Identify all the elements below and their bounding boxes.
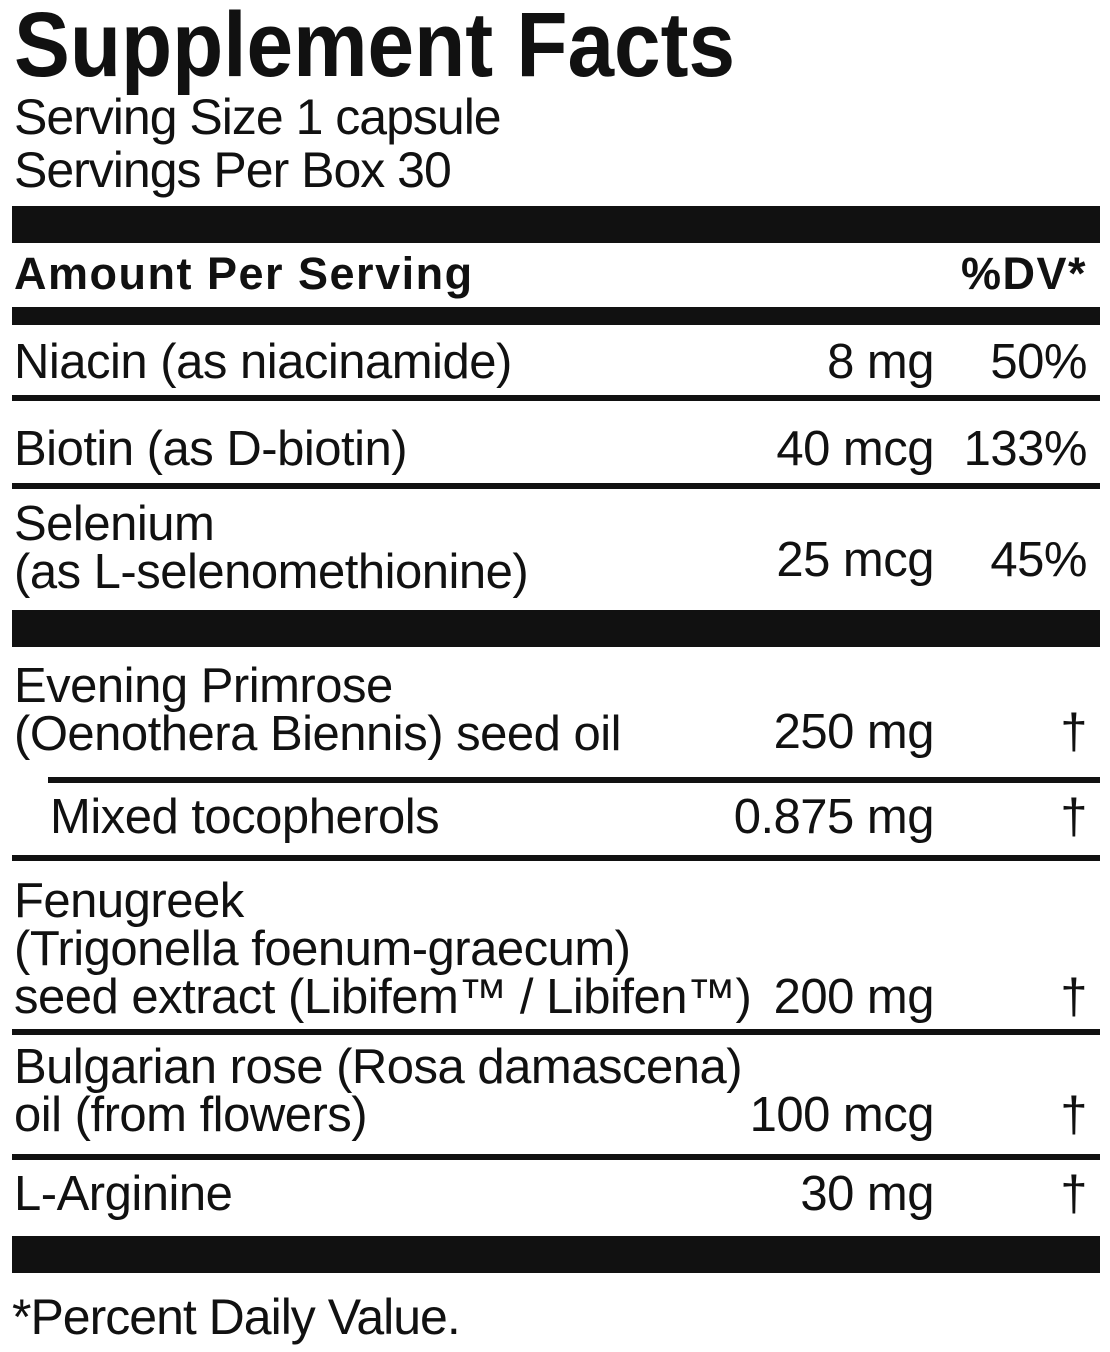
table-row: Mixed tocopherols 0.875 mg † bbox=[0, 791, 1110, 844]
ingredient-line: Mixed tocopherols bbox=[50, 790, 440, 844]
dv-value: 45% bbox=[990, 533, 1087, 587]
table-row: Niacin (as niacinamide) 8 mg 50% bbox=[0, 336, 1110, 389]
thick-divider-middle bbox=[12, 610, 1100, 647]
row-divider bbox=[12, 855, 1100, 861]
table-row: L-Arginine 30 mg † bbox=[0, 1168, 1110, 1221]
dv-value: † bbox=[1060, 705, 1087, 759]
ingredient-line: Bulgarian rose (Rosa damascena) bbox=[14, 1040, 743, 1094]
dv-value: 133% bbox=[963, 422, 1088, 476]
ingredient-line: seed extract (Libifem™ / Libifen™) bbox=[14, 970, 752, 1024]
table-row: Selenium (as L-selenomethionine) 25 mcg … bbox=[0, 497, 1110, 599]
thick-divider-bottom bbox=[12, 1236, 1100, 1273]
ingredient-name: Evening Primrose (Oenothera Biennis) see… bbox=[14, 659, 704, 761]
table-row: Biotin (as D-biotin) 40 mcg 133% bbox=[0, 423, 1110, 476]
dv-header: %DV* bbox=[960, 248, 1087, 299]
ingredient-name: Mixed tocopherols bbox=[50, 791, 704, 844]
amount-value: 8 mg bbox=[827, 335, 934, 389]
dv-value: † bbox=[1060, 1088, 1087, 1142]
ingredient-name: Fenugreek (Trigonella foenum-graecum) se… bbox=[14, 874, 752, 1024]
sub-ingredient-divider bbox=[48, 777, 1100, 783]
amount-value: 40 mcg bbox=[776, 422, 934, 476]
daily-value-footnote: *Percent Daily Value. bbox=[12, 1289, 461, 1345]
ingredient-name: Biotin (as D-biotin) bbox=[14, 423, 704, 476]
ingredient-line: Evening Primrose bbox=[14, 659, 393, 713]
ingredient-name: Niacin (as niacinamide) bbox=[14, 336, 704, 389]
ingredient-line: oil (from flowers) bbox=[14, 1088, 368, 1142]
ingredient-name: Bulgarian rose (Rosa damascena) oil (fro… bbox=[14, 1040, 743, 1142]
ingredient-line: (Oenothera Biennis) seed oil bbox=[14, 707, 622, 761]
serving-info: Serving Size 1 capsule Servings Per Box … bbox=[14, 91, 1110, 197]
table-row: Fenugreek (Trigonella foenum-graecum) se… bbox=[0, 874, 1110, 1024]
ingredient-line: L-Arginine bbox=[14, 1167, 233, 1221]
row-divider bbox=[12, 1029, 1100, 1035]
row-divider bbox=[12, 395, 1100, 401]
medium-divider bbox=[12, 307, 1100, 325]
ingredient-line: Biotin (as D-biotin) bbox=[14, 422, 408, 476]
amount-value: 30 mg bbox=[800, 1167, 934, 1221]
row-divider bbox=[12, 483, 1100, 489]
table-row: Evening Primrose (Oenothera Biennis) see… bbox=[0, 659, 1110, 761]
amount-value: 250 mg bbox=[773, 705, 935, 759]
table-row: Bulgarian rose (Rosa damascena) oil (fro… bbox=[0, 1040, 1110, 1142]
servings-per-box-line: Servings Per Box 30 bbox=[14, 142, 452, 198]
ingredient-line: Niacin (as niacinamide) bbox=[14, 335, 512, 389]
ingredient-name: L-Arginine bbox=[14, 1168, 704, 1221]
row-divider bbox=[12, 1154, 1100, 1160]
column-header-row: Amount Per Serving %DV* bbox=[0, 250, 1110, 298]
amount-per-serving-header: Amount Per Serving bbox=[14, 248, 474, 299]
label-title: Supplement Facts bbox=[14, 0, 736, 96]
ingredient-line: Fenugreek bbox=[14, 874, 244, 928]
thick-divider-top bbox=[12, 206, 1100, 243]
ingredient-name: Selenium (as L-selenomethionine) bbox=[14, 497, 704, 599]
serving-size-line: Serving Size 1 capsule bbox=[14, 89, 502, 145]
dv-value: † bbox=[1060, 970, 1087, 1024]
dv-value: 50% bbox=[990, 335, 1087, 389]
dv-value: † bbox=[1060, 1167, 1087, 1221]
dv-value: † bbox=[1060, 790, 1087, 844]
ingredient-line: (as L-selenomethionine) bbox=[14, 545, 529, 599]
amount-value: 0.875 mg bbox=[733, 790, 935, 844]
amount-value: 25 mcg bbox=[776, 533, 934, 587]
ingredient-line: Selenium bbox=[14, 497, 215, 551]
amount-value: 100 mcg bbox=[749, 1088, 935, 1142]
ingredient-line: (Trigonella foenum-graecum) bbox=[14, 922, 631, 976]
amount-value: 200 mg bbox=[773, 970, 935, 1024]
